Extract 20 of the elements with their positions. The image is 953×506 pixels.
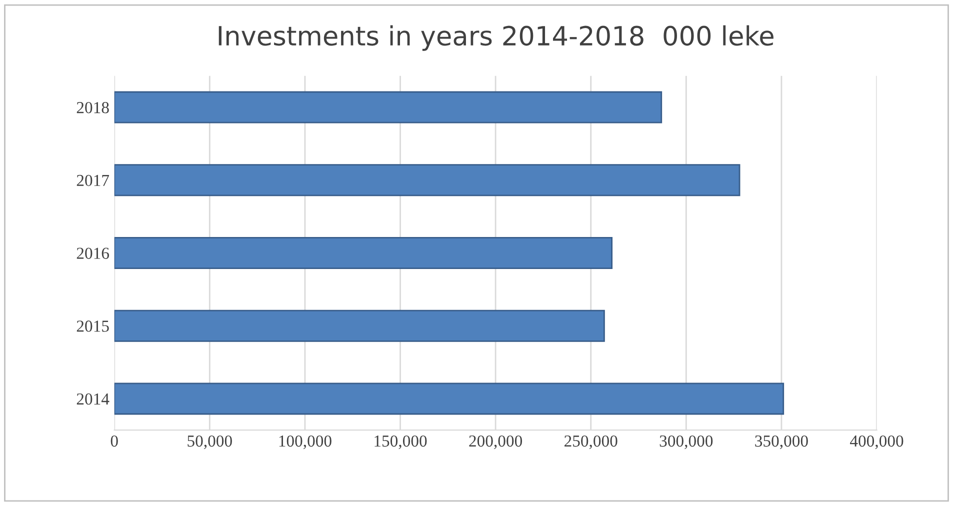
bar [114,164,740,196]
y-tick-label: 2016 [76,248,109,259]
y-tick-label: 2018 [76,102,109,114]
x-tick-label: 400,000 [850,435,904,450]
x-tick-label: 100,000 [279,435,332,450]
bar [114,91,662,124]
chart-title: Investments in years 2014-2018 000 leke [218,25,774,51]
y-tick-label: 2015 [76,320,109,332]
y-tick-label: 2014 [76,393,110,405]
bar [114,382,784,415]
x-tick-label: 150,000 [374,435,427,450]
x-tick-label: 0 [110,435,118,447]
x-tick-label: 300,000 [660,435,713,450]
x-tick-label: 50,000 [188,435,232,450]
y-tick-label: 2017 [76,174,110,186]
bar [114,237,613,269]
x-tick-label: 250,000 [564,435,618,450]
bar [114,310,605,342]
x-tick-label: 200,000 [469,435,522,450]
x-tick-label: 350,000 [755,435,808,450]
